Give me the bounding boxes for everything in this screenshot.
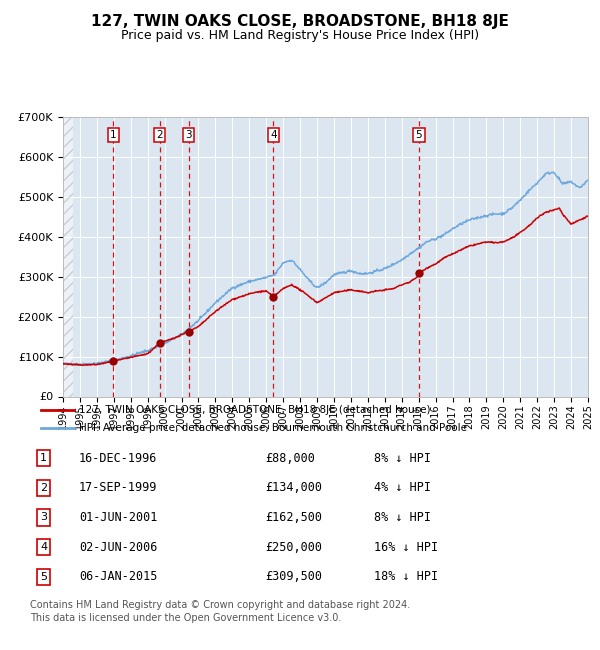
Text: 8% ↓ HPI: 8% ↓ HPI bbox=[374, 511, 431, 524]
Text: 127, TWIN OAKS CLOSE, BROADSTONE, BH18 8JE: 127, TWIN OAKS CLOSE, BROADSTONE, BH18 8… bbox=[91, 14, 509, 29]
Text: 4: 4 bbox=[40, 542, 47, 552]
Text: 3: 3 bbox=[40, 512, 47, 523]
Text: 4% ↓ HPI: 4% ↓ HPI bbox=[374, 481, 431, 494]
Text: 2: 2 bbox=[157, 130, 163, 140]
Text: 2: 2 bbox=[40, 483, 47, 493]
Text: 06-JAN-2015: 06-JAN-2015 bbox=[79, 570, 158, 583]
Text: 5: 5 bbox=[40, 572, 47, 582]
Text: 127, TWIN OAKS CLOSE, BROADSTONE, BH18 8JE (detached house): 127, TWIN OAKS CLOSE, BROADSTONE, BH18 8… bbox=[79, 405, 431, 415]
Text: Contains HM Land Registry data © Crown copyright and database right 2024.: Contains HM Land Registry data © Crown c… bbox=[30, 600, 410, 610]
Text: This data is licensed under the Open Government Licence v3.0.: This data is licensed under the Open Gov… bbox=[30, 613, 341, 623]
Text: 01-JUN-2001: 01-JUN-2001 bbox=[79, 511, 158, 524]
Text: 17-SEP-1999: 17-SEP-1999 bbox=[79, 481, 158, 494]
Text: 1: 1 bbox=[110, 130, 116, 140]
Text: £134,000: £134,000 bbox=[265, 481, 322, 494]
Text: £88,000: £88,000 bbox=[265, 452, 314, 465]
Bar bbox=[63, 117, 73, 396]
Text: 5: 5 bbox=[416, 130, 422, 140]
Text: 3: 3 bbox=[185, 130, 192, 140]
Text: 1: 1 bbox=[40, 453, 47, 463]
Text: 16-DEC-1996: 16-DEC-1996 bbox=[79, 452, 158, 465]
Text: 16% ↓ HPI: 16% ↓ HPI bbox=[374, 541, 438, 554]
Text: £309,500: £309,500 bbox=[265, 570, 322, 583]
Text: 4: 4 bbox=[270, 130, 277, 140]
Text: £162,500: £162,500 bbox=[265, 511, 322, 524]
Text: 8% ↓ HPI: 8% ↓ HPI bbox=[374, 452, 431, 465]
Text: 02-JUN-2006: 02-JUN-2006 bbox=[79, 541, 158, 554]
Text: HPI: Average price, detached house, Bournemouth Christchurch and Poole: HPI: Average price, detached house, Bour… bbox=[79, 422, 467, 432]
Text: Price paid vs. HM Land Registry's House Price Index (HPI): Price paid vs. HM Land Registry's House … bbox=[121, 29, 479, 42]
Text: 18% ↓ HPI: 18% ↓ HPI bbox=[374, 570, 438, 583]
Text: £250,000: £250,000 bbox=[265, 541, 322, 554]
